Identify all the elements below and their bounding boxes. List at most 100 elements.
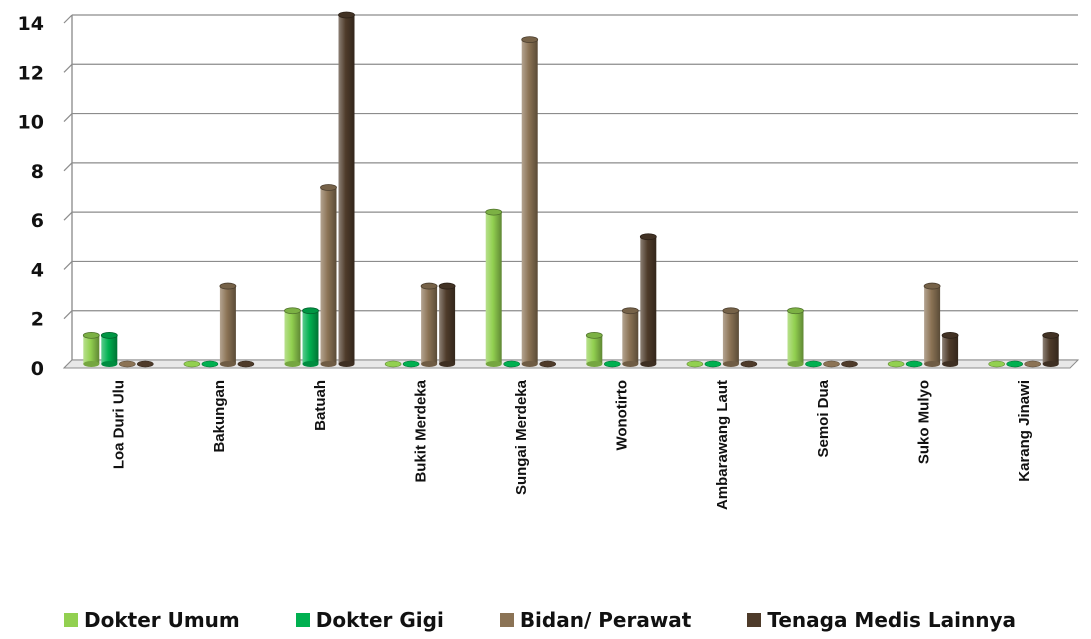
bar-cap <box>639 233 657 241</box>
bar-body <box>942 335 959 364</box>
bar-zero-disc <box>805 360 822 368</box>
bar <box>338 11 355 367</box>
bar <box>740 360 758 368</box>
bar-base <box>586 361 603 367</box>
bar-cap <box>82 331 100 339</box>
bar-chart: 0 2 4 6 8 10 12 14 Loa Duri Ulu Bakungan Batuah Bu… <box>18 11 1080 510</box>
bar-zero-disc <box>384 360 402 368</box>
bar-base <box>485 361 502 367</box>
bar <box>923 282 941 367</box>
bar-zero-disc <box>539 360 557 368</box>
y-tick-label: 2 <box>31 309 44 331</box>
bar-cap <box>722 307 740 315</box>
x-tick-label: Batuah <box>312 380 329 431</box>
bar <box>704 360 722 368</box>
bar <box>585 331 603 367</box>
bar-zero-disc <box>704 360 722 368</box>
bar <box>219 282 237 367</box>
bar <box>100 331 118 367</box>
bar-body <box>622 310 639 364</box>
bar <box>302 307 319 367</box>
x-tick-label: Karang Jinawi <box>1016 380 1033 482</box>
bar <box>787 307 804 367</box>
bar <box>841 360 858 368</box>
bar-cap <box>787 307 804 315</box>
bar <box>823 360 840 368</box>
legend-label-dokter-gigi: Dokter Gigi <box>315 608 444 632</box>
y-tick-label: 14 <box>18 13 44 35</box>
bar-base <box>622 361 639 367</box>
bar-base <box>640 361 657 367</box>
bar <box>805 360 822 368</box>
bar-zero-disc <box>823 360 840 368</box>
x-tick-label: Ambarawang Laut <box>714 380 731 510</box>
bar-body <box>101 335 118 364</box>
bar-zero-disc <box>503 360 521 368</box>
bar-body <box>787 310 804 364</box>
bar-body <box>586 335 603 364</box>
bar-cap <box>284 307 301 315</box>
bar-zero-disc <box>137 360 154 368</box>
bar <box>201 360 219 368</box>
bar-body <box>320 187 337 364</box>
bar <box>503 360 521 368</box>
y-tick-label: 12 <box>18 62 44 84</box>
bar <box>988 360 1006 368</box>
legend-item-bidan-perawat: Bidan/ Perawat <box>499 608 691 632</box>
x-axis-tick-labels: Loa Duri Ulu Bakungan Batuah Bukit Merdeka S… <box>111 379 1033 510</box>
bar <box>521 36 539 367</box>
bar <box>887 360 905 368</box>
y-axis-tick-labels: 0 2 4 6 8 10 12 14 <box>18 13 44 380</box>
gridline-side <box>63 162 73 172</box>
bar-cap <box>485 208 503 216</box>
legend-swatch-dokter-gigi <box>295 613 310 627</box>
y-tick-label: 10 <box>18 112 44 134</box>
bar-body <box>439 286 456 364</box>
bar-zero-disc <box>119 360 136 368</box>
bar-body <box>521 39 538 365</box>
legend-label-dokter-umum: Dokter Umum <box>84 608 240 632</box>
legend-label-tenaga-medis: Tenaga Medis Lainnya <box>767 608 1017 632</box>
legend-item-dokter-umum: Dokter Umum <box>64 608 240 632</box>
bar-cap <box>302 307 319 315</box>
bar-body <box>640 236 657 364</box>
bar-cap <box>923 282 941 290</box>
bar-body <box>302 310 319 364</box>
bar-zero-disc <box>1024 360 1041 368</box>
x-tick-label: Bakungan <box>211 380 228 453</box>
bars <box>82 11 1060 368</box>
bar-base <box>787 361 804 367</box>
bar <box>420 282 438 367</box>
gridline-side <box>63 211 73 221</box>
bar <box>1042 331 1060 367</box>
bar-base <box>302 361 319 367</box>
bar-cap <box>621 307 639 315</box>
bar <box>941 331 959 367</box>
y-tick-label: 8 <box>31 161 44 183</box>
bar <box>485 208 503 367</box>
bar-zero-disc <box>603 360 621 368</box>
bar-base <box>219 361 236 367</box>
bar-body <box>722 310 739 364</box>
bar-zero-disc <box>183 360 201 368</box>
legend-swatch-bidan-perawat <box>499 613 514 627</box>
bar <box>183 360 201 368</box>
bar-base <box>439 361 456 367</box>
bar-base <box>1042 361 1059 367</box>
bar-body <box>924 286 941 364</box>
bar-base <box>284 361 301 367</box>
bar <box>320 184 337 367</box>
gridline-side <box>63 63 73 73</box>
bar-base <box>924 361 941 367</box>
bar-body <box>284 310 301 364</box>
bar-cap <box>1042 331 1060 339</box>
bar-zero-disc <box>237 360 255 368</box>
legend-swatch-tenaga-medis <box>747 613 762 627</box>
bar-zero-disc <box>887 360 905 368</box>
bar <box>1024 360 1041 368</box>
bar-base <box>942 361 959 367</box>
bar-zero-disc <box>686 360 704 368</box>
bar-cap <box>521 36 539 44</box>
bar-body <box>485 212 502 364</box>
